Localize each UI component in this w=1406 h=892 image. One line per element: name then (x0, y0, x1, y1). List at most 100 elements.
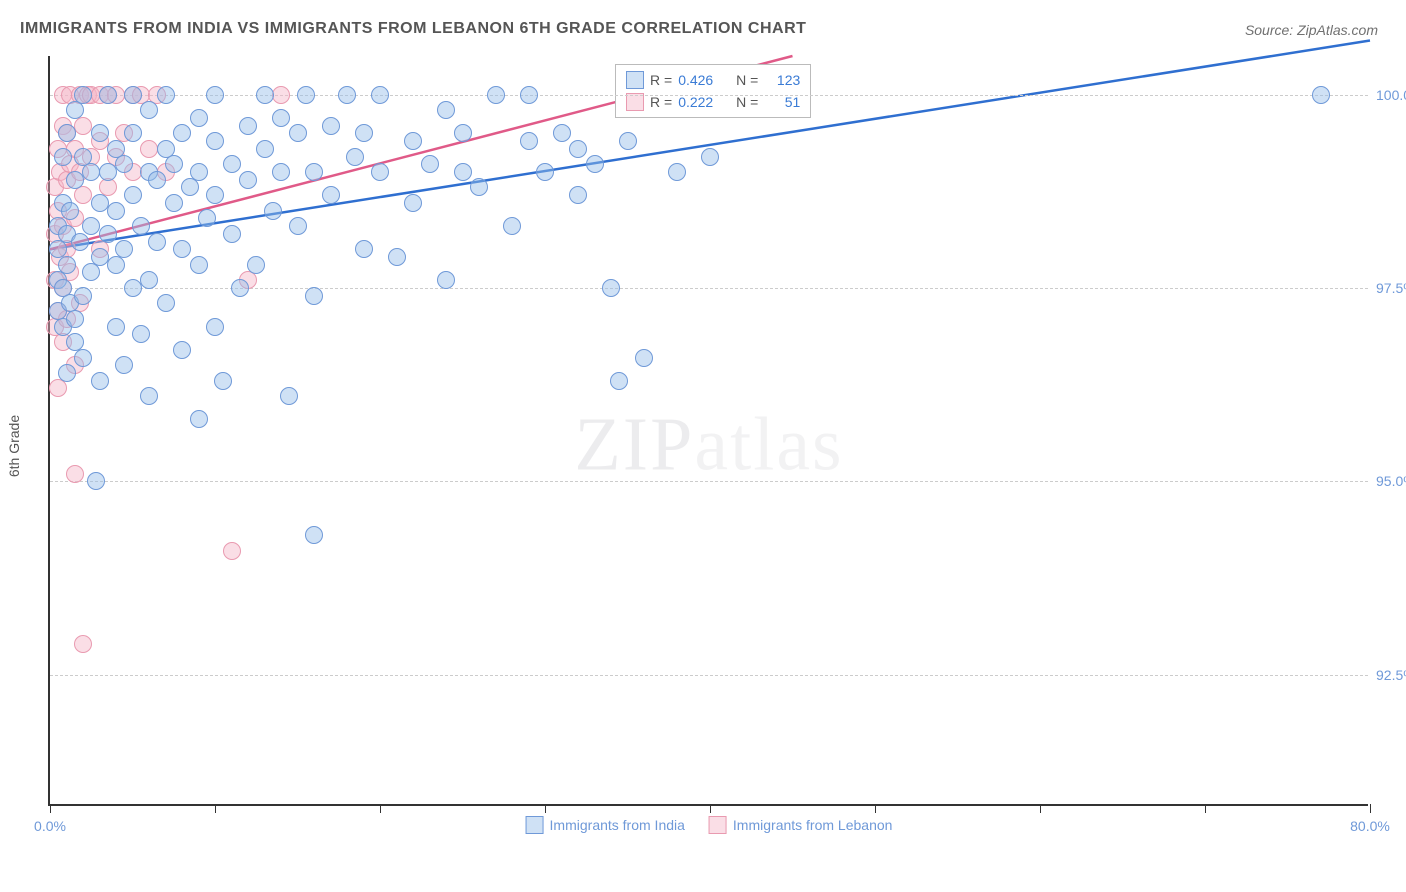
data-point (157, 294, 175, 312)
data-point (190, 410, 208, 428)
data-point (305, 287, 323, 305)
data-point (214, 372, 232, 390)
data-point (602, 279, 620, 297)
data-point (322, 186, 340, 204)
data-point (223, 225, 241, 243)
data-point (49, 379, 67, 397)
legend-item: Immigrants from Lebanon (709, 816, 893, 834)
data-point (223, 155, 241, 173)
x-tick (545, 804, 546, 813)
data-point (74, 349, 92, 367)
legend-swatch (626, 71, 644, 89)
legend-series-name: Immigrants from India (550, 817, 685, 833)
data-point (264, 202, 282, 220)
data-point (536, 163, 554, 181)
data-point (346, 148, 364, 166)
y-tick-label: 97.5% (1376, 280, 1406, 296)
data-point (107, 202, 125, 220)
data-point (256, 140, 274, 158)
data-point (115, 240, 133, 258)
data-point (140, 101, 158, 119)
data-point (239, 117, 257, 135)
data-point (148, 171, 166, 189)
data-point (91, 248, 109, 266)
data-point (66, 310, 84, 328)
trend-lines (50, 56, 1368, 804)
data-point (82, 163, 100, 181)
legend-item: Immigrants from India (526, 816, 685, 834)
legend-r-value: 0.222 (678, 94, 726, 110)
data-point (173, 240, 191, 258)
legend-row: R = 0.426 N = 123 (616, 69, 810, 91)
x-tick (380, 804, 381, 813)
data-point (223, 542, 241, 560)
data-point (58, 124, 76, 142)
legend-n-value: 51 (764, 94, 800, 110)
data-point (54, 148, 72, 166)
legend-series-name: Immigrants from Lebanon (733, 817, 893, 833)
data-point (124, 279, 142, 297)
data-point (173, 124, 191, 142)
data-point (247, 256, 265, 274)
data-point (355, 124, 373, 142)
data-point (82, 217, 100, 235)
data-point (619, 132, 637, 150)
y-axis-label: 6th Grade (6, 415, 22, 477)
data-point (140, 140, 158, 158)
gridline (50, 675, 1368, 676)
data-point (206, 132, 224, 150)
data-point (206, 186, 224, 204)
data-point (107, 318, 125, 336)
data-point (165, 155, 183, 173)
data-point (404, 194, 422, 212)
data-point (190, 256, 208, 274)
data-point (470, 178, 488, 196)
data-point (239, 171, 257, 189)
series-legend: Immigrants from India Immigrants from Leb… (526, 816, 893, 834)
data-point (668, 163, 686, 181)
y-tick-label: 95.0% (1376, 473, 1406, 489)
data-point (66, 101, 84, 119)
data-point (74, 117, 92, 135)
data-point (610, 372, 628, 390)
x-tick (215, 804, 216, 813)
data-point (132, 217, 150, 235)
data-point (140, 271, 158, 289)
data-point (289, 124, 307, 142)
data-point (165, 194, 183, 212)
x-tick-label: 80.0% (1350, 818, 1390, 834)
gridline (50, 481, 1368, 482)
data-point (256, 86, 274, 104)
x-tick (875, 804, 876, 813)
data-point (148, 233, 166, 251)
legend-n-label: N = (732, 72, 758, 88)
data-point (58, 364, 76, 382)
data-point (91, 372, 109, 390)
data-point (586, 155, 604, 173)
data-point (173, 341, 191, 359)
legend-n-value: 123 (764, 72, 800, 88)
x-tick (50, 804, 51, 813)
data-point (190, 109, 208, 127)
data-point (437, 271, 455, 289)
y-tick-label: 100.0% (1376, 87, 1406, 103)
data-point (87, 472, 105, 490)
data-point (82, 263, 100, 281)
data-point (66, 171, 84, 189)
watermark: ZIPatlas (574, 401, 843, 488)
data-point (115, 155, 133, 173)
data-point (91, 124, 109, 142)
data-point (190, 163, 208, 181)
legend-swatch (709, 816, 727, 834)
data-point (1312, 86, 1330, 104)
correlation-legend: R = 0.426 N = 123R = 0.222 N = 51 (615, 64, 811, 118)
data-point (124, 124, 142, 142)
data-point (454, 124, 472, 142)
data-point (371, 163, 389, 181)
data-point (198, 209, 216, 227)
data-point (338, 86, 356, 104)
data-point (280, 387, 298, 405)
data-point (107, 256, 125, 274)
data-point (74, 635, 92, 653)
data-point (140, 387, 158, 405)
